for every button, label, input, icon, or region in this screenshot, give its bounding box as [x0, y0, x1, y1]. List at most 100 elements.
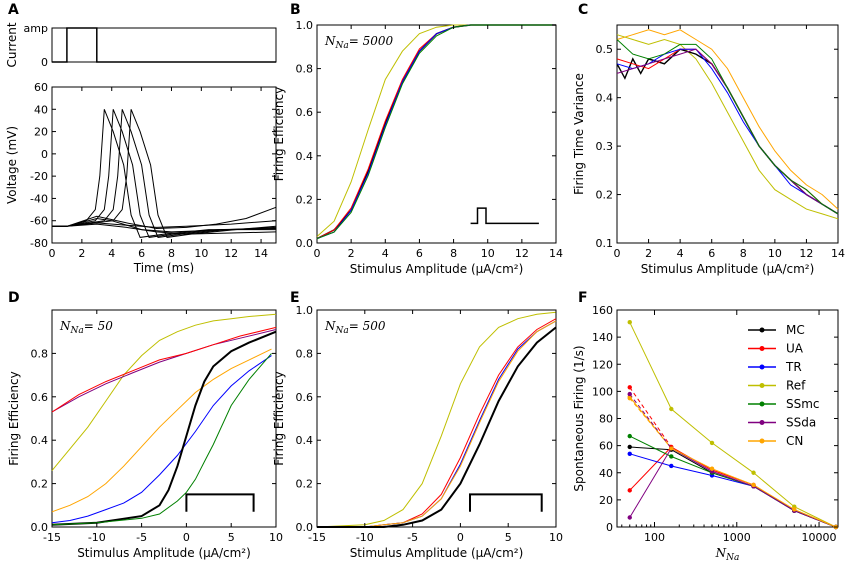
panel-e-ytick-label: 0.2: [296, 478, 314, 491]
panel-e-xtick-label: 10: [549, 531, 563, 544]
voltage-xtick-label: 14: [254, 247, 268, 260]
series-ssmc-point: [669, 454, 674, 459]
panel-a-current-frame: [51, 27, 277, 63]
panel-c-ytick-label: 0.3: [596, 140, 614, 153]
panel-c-ylabel: Firing Time Variance: [572, 73, 586, 195]
current-zero-label: 0: [41, 56, 48, 69]
panel-b-xlabel: Stimulus Amplitude (μA/cm²): [350, 262, 524, 276]
series-ua-point: [627, 488, 632, 493]
voltage-ytick-label: -60: [30, 215, 48, 228]
annotation-n: N: [59, 319, 71, 333]
panel-c-xtick-label: 0: [614, 247, 621, 260]
panel-d-xtick-label: -10: [88, 531, 106, 544]
stimulus-bar: [469, 493, 543, 512]
panel-f-ytick-label: 60: [599, 440, 613, 453]
legend-mc-marker: [759, 327, 765, 333]
panel-b-ytick-label: 0.6: [296, 106, 314, 119]
panel-e-xtick-label: 0: [457, 531, 464, 544]
annotation-n: N: [324, 34, 336, 48]
current-ylabel: Current: [5, 22, 19, 67]
series-ua-dashed-line: [629, 387, 672, 448]
panel-b-xtick-label: 12: [515, 247, 529, 260]
panel-c-xtick-label: 6: [708, 247, 715, 260]
annotation-value: = 500: [349, 319, 386, 333]
voltage-ylabel: Voltage (mV): [5, 126, 19, 204]
panel-d-ytick-label: 0.8: [31, 347, 49, 360]
panel-d-xtick-label: 5: [228, 531, 235, 544]
panel-b-ytick-label: 0.4: [296, 150, 314, 163]
panel-e-frame: [316, 309, 557, 528]
voltage-xtick-label: 0: [49, 247, 56, 260]
panel-c-xtick-label: 12: [799, 247, 813, 260]
voltage-spike-trace: [52, 109, 276, 238]
legend-ua-label: UA: [786, 342, 804, 356]
panel-f-ylabel: Spontaneous Firing (1/s): [572, 345, 586, 491]
panel-f-ytick-label: 160: [592, 304, 613, 317]
legend-ssmc-label: SSmc: [786, 397, 820, 411]
series-ssda-dashed-line: [629, 393, 672, 449]
panel-e-xtick-label: 5: [505, 531, 512, 544]
panel-d-frame: [51, 309, 277, 528]
panel-c-ytick-label: 0.5: [596, 43, 614, 56]
voltage-ytick-label: -40: [30, 192, 48, 205]
legend-ref-marker: [759, 383, 765, 388]
voltage-ytick-label: -20: [30, 170, 48, 183]
panel-c-xtick-label: 4: [677, 247, 684, 260]
panel-d-xtick-label: 10: [269, 531, 283, 544]
panel-f-ytick-label: 20: [599, 494, 613, 507]
series-tr-line: [629, 453, 836, 528]
series-ref-line: [316, 311, 557, 528]
voltage-spike-trace: [52, 109, 277, 238]
legend-ua-marker: [759, 346, 765, 351]
annotation-value: = 50: [84, 319, 114, 333]
series-cn-point: [751, 482, 756, 488]
panel-d-xlabel: Stimulus Amplitude (μA/cm²): [77, 546, 251, 560]
series-ssmc-line: [51, 353, 272, 526]
series-tr-line: [317, 320, 557, 528]
panel-b-ytick-label: 0.0: [296, 237, 314, 250]
annotation-value: = 5000: [349, 34, 394, 48]
panel-e-ytick-label: 1.0: [296, 304, 314, 317]
panel-e-xtick-label: -10: [356, 531, 374, 544]
panel-d-ytick-label: 0.0: [31, 521, 49, 534]
panel-d-ytick-label: 0.6: [31, 391, 49, 404]
series-ssda-line: [629, 447, 836, 528]
panel-b-xtick-label: 14: [549, 247, 563, 260]
panel-f-xlabel: NNa: [715, 546, 740, 563]
panel-e-ytick-label: 0.0: [296, 521, 314, 534]
series-tr-line: [316, 24, 556, 240]
voltage-subthreshold-trace: [52, 223, 277, 235]
panel-b-xtick-label: 10: [481, 247, 495, 260]
current-pulse: [52, 27, 276, 63]
legend-mc-label: MC: [786, 323, 805, 337]
legend-cn-marker: [759, 438, 765, 444]
panel-e-xtick-label: -15: [308, 531, 326, 544]
voltage-xtick-label: 2: [78, 247, 85, 260]
series-cn-dashed-line: [629, 397, 672, 449]
xlabel-sub: Na: [725, 553, 739, 563]
voltage-xtick-label: 12: [224, 247, 238, 260]
panel-b-xtick-label: 8: [450, 247, 457, 260]
panel-b-ylabel: Firing Efficiency: [272, 87, 286, 181]
panel-f-ytick-label: 120: [592, 358, 613, 371]
series-ref-point: [751, 470, 756, 475]
voltage-xtick-label: 8: [168, 247, 175, 260]
series-mc-line: [51, 330, 277, 526]
panel-e-annotation: NNa= 500: [324, 319, 386, 336]
panel-letter-D: D: [8, 290, 20, 306]
legend-ref-label: Ref: [786, 379, 806, 393]
voltage-xtick-label: 6: [138, 247, 145, 260]
panel-e-ytick-label: 0.6: [296, 391, 314, 404]
panel-d-ylabel: Firing Efficiency: [7, 371, 21, 465]
series-ref-line: [616, 34, 839, 220]
voltage-ytick-label: -80: [30, 237, 48, 250]
stimulus-inset: [470, 207, 539, 225]
series-cn-dashed-point: [627, 395, 632, 401]
panel-f-ytick-label: 100: [592, 385, 613, 398]
panel-letter-B: B: [290, 2, 301, 18]
series-ssda-point: [627, 515, 632, 520]
legend-ssda-marker: [759, 420, 765, 425]
panel-c-frame: [616, 24, 839, 244]
series-mc-line: [317, 326, 557, 528]
